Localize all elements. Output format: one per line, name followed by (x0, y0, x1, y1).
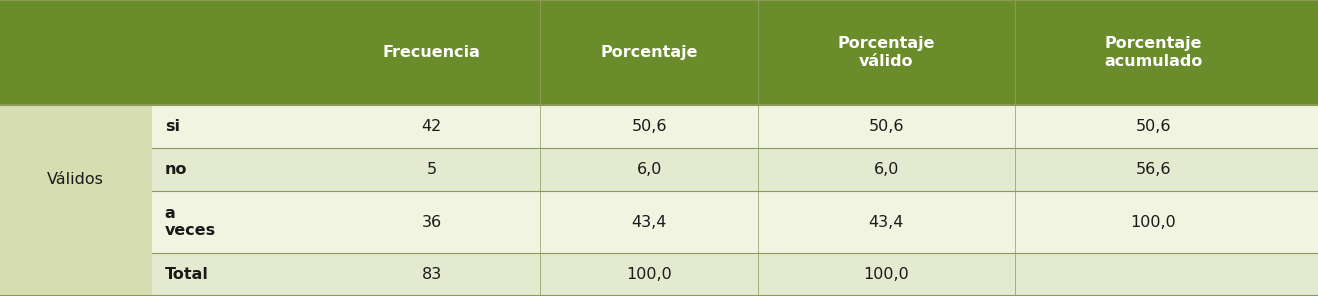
Text: a
veces: a veces (165, 206, 216, 238)
Text: Porcentaje
válido: Porcentaje válido (838, 36, 934, 69)
Bar (0, 105, 152, 296)
Text: 36: 36 (422, 215, 442, 229)
Text: 50,6: 50,6 (1136, 119, 1170, 134)
Text: Total: Total (165, 267, 208, 282)
Text: 6,0: 6,0 (874, 162, 899, 177)
Text: 100,0: 100,0 (1131, 215, 1176, 229)
Text: no: no (165, 162, 187, 177)
Text: Porcentaje: Porcentaje (601, 45, 697, 60)
Bar (152, 253, 1318, 296)
Bar (0, 0, 1318, 105)
Text: Válidos: Válidos (47, 172, 104, 186)
Text: si: si (165, 119, 179, 134)
Bar (152, 148, 1318, 191)
Bar (152, 191, 1318, 253)
Text: 43,4: 43,4 (869, 215, 904, 229)
Text: 100,0: 100,0 (863, 267, 909, 282)
Bar (152, 105, 1318, 148)
Text: 100,0: 100,0 (626, 267, 672, 282)
Text: 56,6: 56,6 (1136, 162, 1170, 177)
Text: Frecuencia: Frecuencia (382, 45, 481, 60)
Text: 50,6: 50,6 (631, 119, 667, 134)
Text: 42: 42 (422, 119, 442, 134)
Text: 6,0: 6,0 (637, 162, 662, 177)
Text: 50,6: 50,6 (869, 119, 904, 134)
Text: Porcentaje
acumulado: Porcentaje acumulado (1104, 36, 1202, 69)
Text: 83: 83 (422, 267, 442, 282)
Text: 5: 5 (427, 162, 436, 177)
Text: 43,4: 43,4 (631, 215, 667, 229)
